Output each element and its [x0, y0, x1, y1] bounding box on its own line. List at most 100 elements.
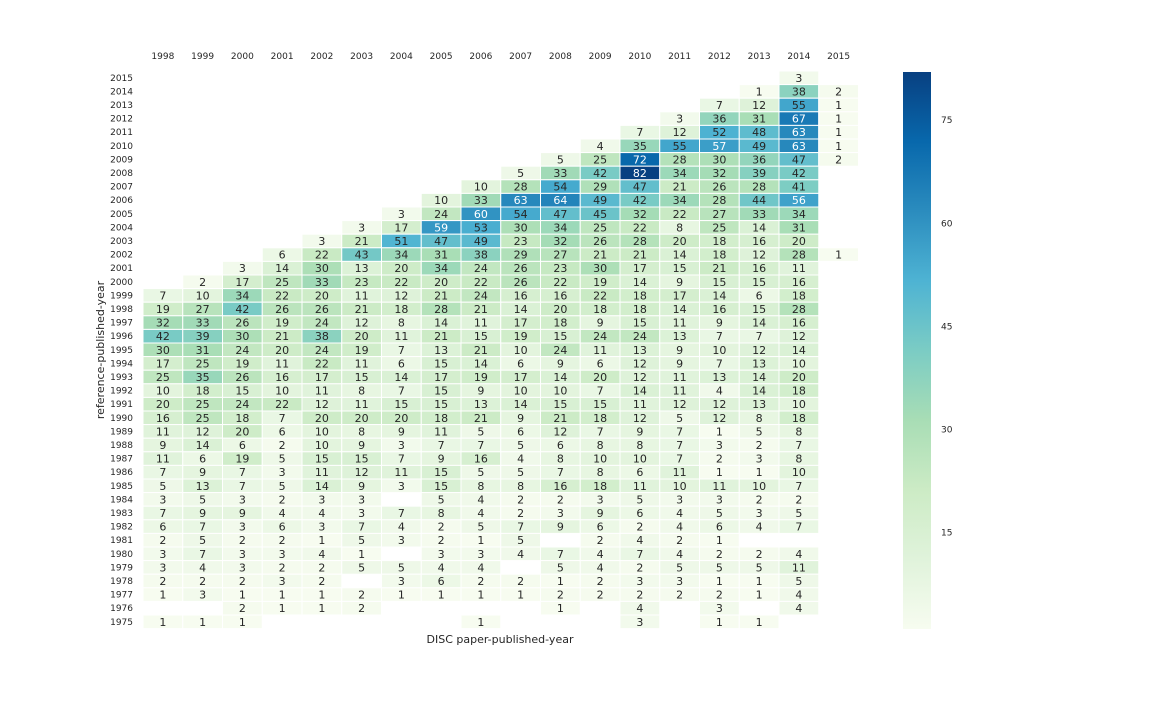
- cell-value-label: 1: [756, 589, 763, 602]
- cell-value-label: 42: [235, 303, 249, 316]
- cell-value-label: 7: [159, 289, 166, 302]
- cell-value-label: 1: [517, 589, 524, 602]
- cell-value-label: 18: [196, 385, 210, 398]
- cell-value-label: 33: [553, 167, 567, 180]
- cell-value-label: 20: [315, 289, 329, 302]
- cell-value-label: 3: [597, 493, 604, 506]
- cell-value-label: 2: [517, 575, 524, 588]
- cell-value-label: 10: [593, 453, 607, 466]
- cell-value-label: 6: [239, 439, 246, 452]
- cell-value-label: 2: [597, 589, 604, 602]
- cell-value-label: 16: [156, 412, 170, 425]
- cell-value-label: 11: [156, 425, 170, 438]
- y-tick-label: 1986: [110, 468, 133, 478]
- cell-value-label: 6: [438, 575, 445, 588]
- cell-value-label: 13: [434, 344, 448, 357]
- cell-value-label: 20: [156, 398, 170, 411]
- cell-value-label: 23: [514, 235, 528, 248]
- cell-value-label: 33: [752, 208, 766, 221]
- cell-value-label: 28: [673, 153, 687, 166]
- cell-value-label: 11: [394, 466, 408, 479]
- cell-value-label: 4: [597, 140, 604, 153]
- cell-value-label: 1: [318, 534, 325, 547]
- cell-value-label: 14: [394, 371, 408, 384]
- cell-value-label: 10: [712, 344, 726, 357]
- cell-value-label: 4: [795, 589, 802, 602]
- cell-value-label: 1: [358, 548, 365, 561]
- cell-value-label: 64: [553, 194, 567, 207]
- cell-value-label: 7: [239, 466, 246, 479]
- cell-value-label: 4: [795, 602, 802, 615]
- cell-value-label: 9: [557, 357, 564, 370]
- cell-value-label: 3: [756, 453, 763, 466]
- y-tick-label: 1998: [110, 305, 133, 315]
- cell-value-label: 42: [792, 167, 806, 180]
- cell-value-label: 12: [355, 466, 369, 479]
- cell-value-label: 11: [792, 561, 806, 574]
- cell-value-label: 1: [835, 249, 842, 262]
- cell-value-label: 21: [673, 181, 687, 194]
- cell-value-label: 3: [716, 602, 723, 615]
- cell-value-label: 72: [633, 153, 647, 166]
- cell-value-label: 8: [358, 425, 365, 438]
- cell-value-label: 5: [716, 561, 723, 574]
- cell-value-label: 2: [239, 575, 246, 588]
- cell-value-label: 8: [438, 507, 445, 520]
- cell-value-label: 1: [756, 616, 763, 629]
- x-tick-label: 2015: [827, 52, 850, 62]
- cell-value-label: 3: [159, 561, 166, 574]
- cell-value-label: 19: [275, 317, 289, 330]
- cell-value-label: 15: [553, 330, 567, 343]
- cell-value-label: 25: [275, 276, 289, 289]
- cell-value-label: 7: [597, 425, 604, 438]
- cell-value-label: 32: [156, 317, 170, 330]
- cell-value-label: 28: [712, 194, 726, 207]
- cell-value-label: 2: [795, 493, 802, 506]
- cell-value-label: 2: [557, 493, 564, 506]
- cell-value-label: 82: [633, 167, 647, 180]
- cell-value-label: 13: [673, 330, 687, 343]
- cell-value-label: 15: [434, 398, 448, 411]
- cell-value-label: 10: [633, 453, 647, 466]
- cell-value-label: 18: [394, 303, 408, 316]
- y-tick-label: 2008: [110, 169, 133, 179]
- y-tick-label: 1996: [110, 332, 133, 342]
- cell-value-label: 1: [835, 113, 842, 126]
- cell-value-label: 2: [279, 439, 286, 452]
- cell-value-label: 4: [517, 453, 524, 466]
- colorbar-tick-label: 15: [941, 529, 952, 539]
- cell-value-label: 18: [792, 289, 806, 302]
- y-tick-label: 2006: [110, 196, 133, 206]
- cell-value-label: 4: [756, 521, 763, 534]
- cell-value-label: 3: [279, 575, 286, 588]
- cell-value-label: 5: [517, 167, 524, 180]
- y-tick-label: 2011: [110, 128, 133, 138]
- cell-value-label: 10: [752, 480, 766, 493]
- colorbar-tick-label: 30: [941, 426, 953, 436]
- cell-value-label: 5: [438, 493, 445, 506]
- cell-value-label: 4: [398, 521, 405, 534]
- cell-value-label: 1: [398, 589, 405, 602]
- cell-value-label: 5: [477, 521, 484, 534]
- cell-value-label: 30: [156, 344, 170, 357]
- colorbar-tick-label: 75: [941, 116, 952, 126]
- cell-value-label: 25: [593, 153, 607, 166]
- cell-value-label: 20: [315, 412, 329, 425]
- cell-value-label: 56: [792, 194, 806, 207]
- cell-value-label: 2: [517, 493, 524, 506]
- cell-value-label: 25: [196, 357, 210, 370]
- cell-value-label: 5: [279, 453, 286, 466]
- cell-value-label: 24: [593, 330, 607, 343]
- cell-value-label: 13: [355, 262, 369, 275]
- cell-value-label: 25: [196, 398, 210, 411]
- y-tick-label: 1990: [110, 414, 133, 424]
- cell-value-label: 12: [633, 357, 647, 370]
- cell-value-label: 35: [633, 140, 647, 153]
- cell-value-label: 3: [159, 548, 166, 561]
- cell-value-label: 9: [358, 480, 365, 493]
- cell-value-label: 3: [557, 507, 564, 520]
- cell-value-label: 28: [792, 249, 806, 262]
- y-tick-label: 2005: [110, 210, 133, 220]
- cell-value-label: 5: [676, 412, 683, 425]
- cell-value-label: 5: [676, 561, 683, 574]
